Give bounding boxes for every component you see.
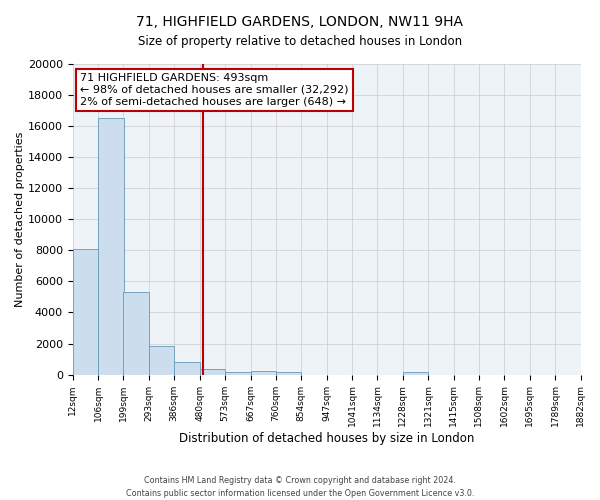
Bar — [200, 369, 225, 374]
Bar — [174, 362, 200, 374]
X-axis label: Distribution of detached houses by size in London: Distribution of detached houses by size … — [179, 432, 474, 445]
Bar — [98, 118, 124, 374]
Bar — [149, 346, 175, 374]
Bar — [124, 292, 149, 374]
Text: Contains HM Land Registry data © Crown copyright and database right 2024.
Contai: Contains HM Land Registry data © Crown c… — [126, 476, 474, 498]
Text: Size of property relative to detached houses in London: Size of property relative to detached ho… — [138, 35, 462, 48]
Y-axis label: Number of detached properties: Number of detached properties — [15, 132, 25, 307]
Bar — [403, 372, 428, 374]
Bar — [73, 249, 98, 374]
Text: 71, HIGHFIELD GARDENS, LONDON, NW11 9HA: 71, HIGHFIELD GARDENS, LONDON, NW11 9HA — [137, 15, 464, 29]
Bar — [225, 372, 251, 374]
Text: 71 HIGHFIELD GARDENS: 493sqm
← 98% of detached houses are smaller (32,292)
2% of: 71 HIGHFIELD GARDENS: 493sqm ← 98% of de… — [80, 74, 349, 106]
Bar — [251, 372, 276, 374]
Bar — [276, 372, 301, 374]
